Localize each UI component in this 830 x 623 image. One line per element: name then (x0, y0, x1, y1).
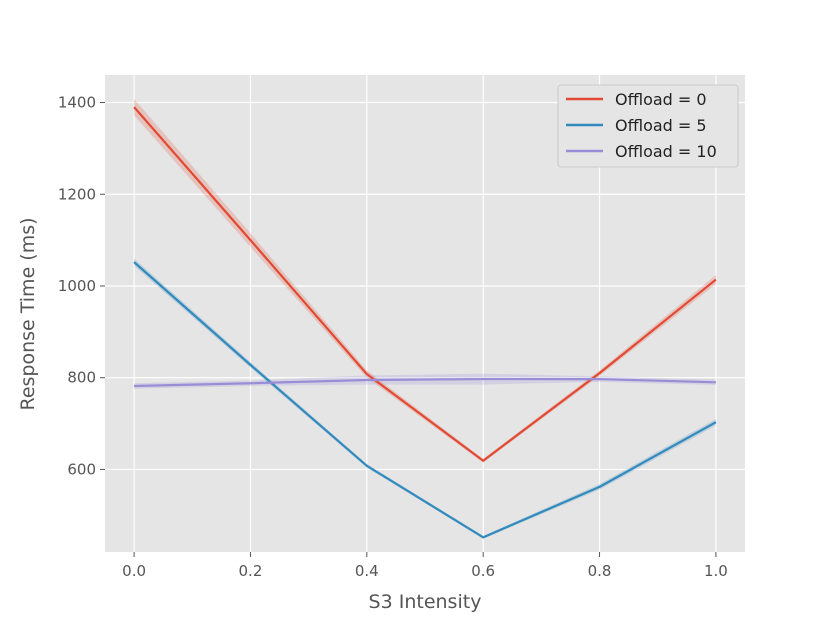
x-tick-label: 1.0 (704, 562, 728, 580)
confidence-bands (134, 98, 716, 539)
series-line-2 (134, 377, 716, 388)
legend: Offload = 0 Offload = 5 Offload = 10 (557, 84, 739, 168)
series-lines (133, 106, 717, 539)
x-tick-label: 0.8 (588, 562, 612, 580)
x-tick-label: 0.2 (239, 562, 263, 580)
x-tick-label: 0.6 (471, 562, 495, 580)
y-tick-label: 1400 (58, 94, 96, 112)
y-axis-label: Response Time (ms) (17, 217, 39, 410)
y-tick-label: 1200 (58, 185, 96, 203)
x-axis-ticks: 0.0 0.2 0.4 0.6 0.8 1.0 (122, 552, 728, 580)
x-tick-label: 0.4 (355, 562, 379, 580)
series-line-0 (133, 106, 717, 462)
series-line-1 (133, 261, 717, 539)
legend-label: Offload = 5 (615, 116, 707, 135)
y-tick-label: 800 (67, 369, 96, 387)
x-axis-label: S3 Intensity (369, 591, 482, 613)
legend-label: Offload = 0 (615, 90, 707, 109)
y-tick-label: 600 (67, 460, 96, 478)
legend-label: Offload = 10 (615, 142, 717, 161)
y-tick-label: 1000 (58, 277, 96, 295)
confidence-band-series-2 (134, 373, 716, 389)
y-axis-ticks: 600 800 1000 1200 1400 (58, 94, 105, 478)
legend-box (557, 84, 739, 168)
x-tick-label: 0.0 (122, 562, 146, 580)
